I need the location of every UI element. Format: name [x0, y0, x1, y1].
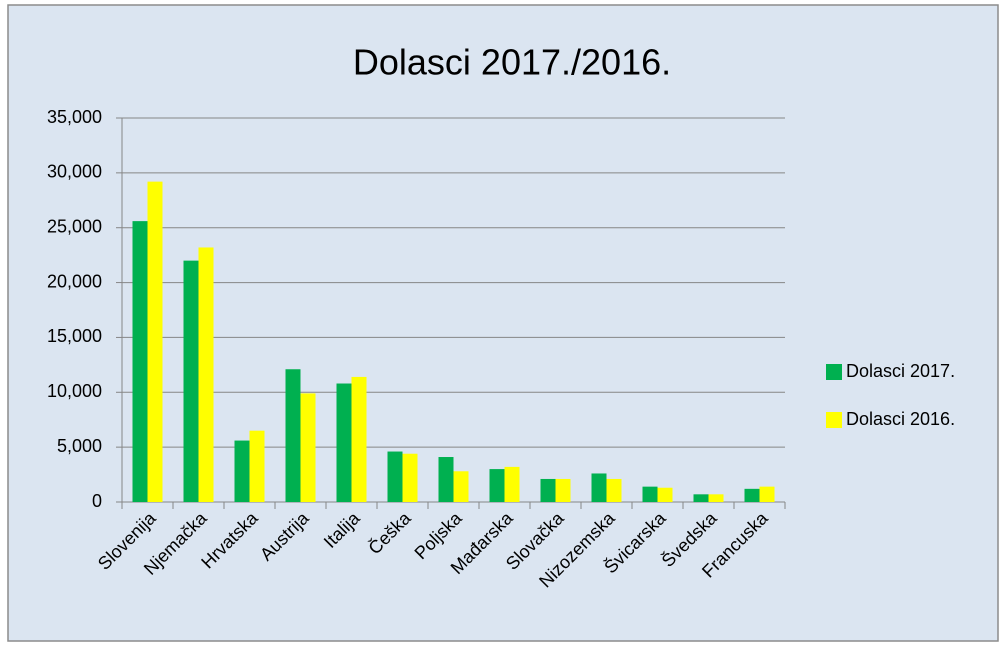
y-tick-label: 20,000 [47, 271, 102, 291]
bar [693, 494, 709, 502]
y-tick-label: 5,000 [57, 436, 102, 456]
bar [489, 469, 505, 502]
bar [540, 478, 556, 502]
chart-background [7, 4, 999, 642]
y-tick-label: 30,000 [47, 162, 102, 182]
bar [591, 473, 607, 502]
bar [387, 451, 403, 502]
chart-title: Dolasci 2017./2016. [353, 42, 671, 83]
y-tick-label: 0 [92, 491, 102, 511]
y-tick-label: 15,000 [47, 326, 102, 346]
bar [708, 494, 724, 502]
bar [132, 221, 148, 503]
bar [351, 376, 367, 502]
bar [555, 478, 571, 502]
legend-label: Dolasci 2016. [846, 409, 955, 429]
bar [336, 383, 352, 502]
legend-swatch [826, 364, 842, 380]
bar [198, 247, 214, 502]
y-tick-label: 25,000 [47, 216, 102, 236]
bar [504, 466, 520, 502]
bar [183, 260, 199, 502]
legend-label: Dolasci 2017. [846, 361, 955, 381]
bar [453, 471, 469, 502]
bar [744, 488, 760, 502]
bar [234, 440, 250, 502]
bar [657, 487, 673, 502]
bar [642, 486, 658, 502]
y-tick-label: 10,000 [47, 381, 102, 401]
legend-swatch [826, 412, 842, 428]
bar [438, 457, 454, 502]
bar [759, 486, 775, 502]
bar [606, 478, 622, 502]
y-tick-label: 35,000 [47, 107, 102, 127]
bar [285, 369, 301, 502]
bar [402, 453, 418, 502]
bar [147, 181, 163, 503]
bar [300, 393, 316, 502]
bar [249, 430, 265, 502]
